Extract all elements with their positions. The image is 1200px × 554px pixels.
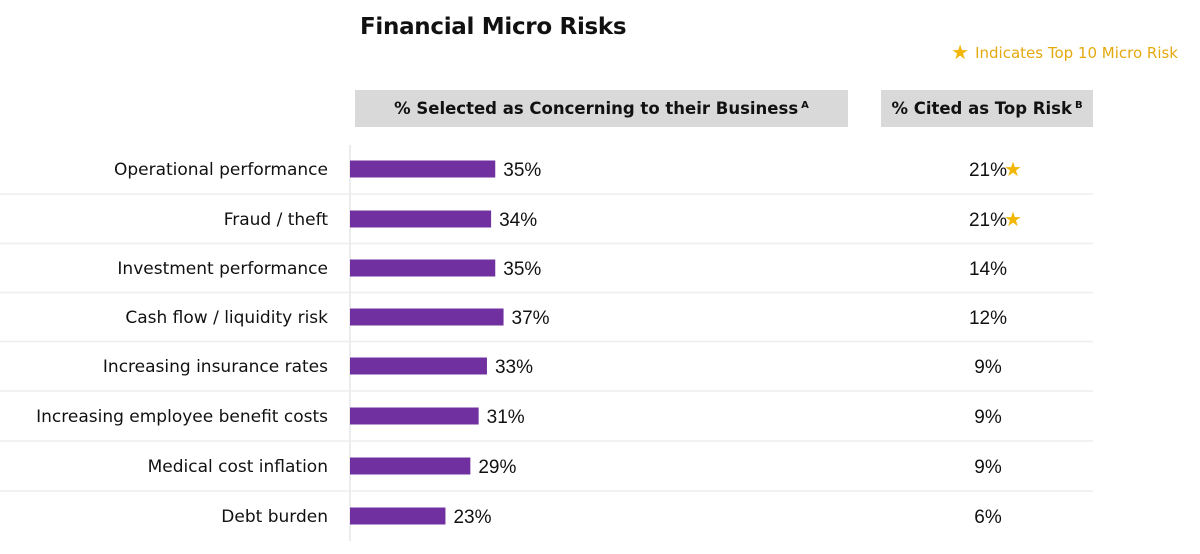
bar — [350, 357, 487, 375]
category-label: Increasing employee benefit costs — [36, 407, 328, 427]
top-risk-value: 21% — [969, 210, 1007, 231]
data-label: 35% — [503, 259, 541, 280]
data-label: 31% — [487, 407, 525, 428]
top-risk-value: 9% — [974, 457, 1002, 478]
bar — [350, 457, 471, 475]
column-header-selected: % Selected as Concerning to their Busine… — [355, 90, 848, 127]
data-label: 29% — [478, 457, 516, 478]
category-label: Operational performance — [114, 160, 328, 180]
column-header-selected-label: % Selected as Concerning to their Busine… — [394, 99, 799, 118]
chart-title: Financial Micro Risks — [360, 14, 627, 40]
legend-text: Indicates Top 10 Micro Risk — [975, 44, 1178, 62]
top-risk-value: 14% — [969, 259, 1007, 280]
data-label: 23% — [453, 507, 491, 528]
data-label: 33% — [495, 357, 533, 378]
data-label: 35% — [503, 160, 541, 181]
top-risk-value: 9% — [974, 407, 1002, 428]
column-header-top-risk-label: % Cited as Top Risk — [891, 99, 1072, 118]
category-label: Increasing insurance rates — [103, 357, 328, 377]
star-icon: ★ — [1004, 159, 1022, 181]
bar — [350, 259, 496, 277]
category-label: Fraud / theft — [224, 210, 329, 230]
top-risk-value: 6% — [974, 507, 1002, 528]
bar — [350, 308, 504, 326]
data-label: 34% — [499, 210, 537, 231]
top-risk-value: 9% — [974, 357, 1002, 378]
category-label: Cash flow / liquidity risk — [125, 308, 328, 328]
category-label: Investment performance — [117, 259, 328, 279]
bar — [350, 160, 496, 178]
category-label: Medical cost inflation — [148, 457, 328, 477]
data-label: 37% — [512, 308, 550, 329]
bar — [350, 210, 492, 228]
category-label: Debt burden — [221, 507, 328, 527]
legend: ★ Indicates Top 10 Micro Risk — [951, 40, 1178, 64]
star-icon: ★ — [951, 40, 970, 64]
top-risk-value: 21% — [969, 160, 1007, 181]
column-header-top-risk-footnote: B — [1074, 100, 1083, 111]
bar — [350, 507, 446, 525]
column-header-selected-footnote: A — [801, 100, 809, 111]
bar — [350, 407, 479, 425]
top-risk-value: 12% — [969, 308, 1007, 329]
column-header-top-risk: % Cited as Top Risk B — [881, 90, 1093, 127]
star-icon: ★ — [1004, 209, 1022, 231]
